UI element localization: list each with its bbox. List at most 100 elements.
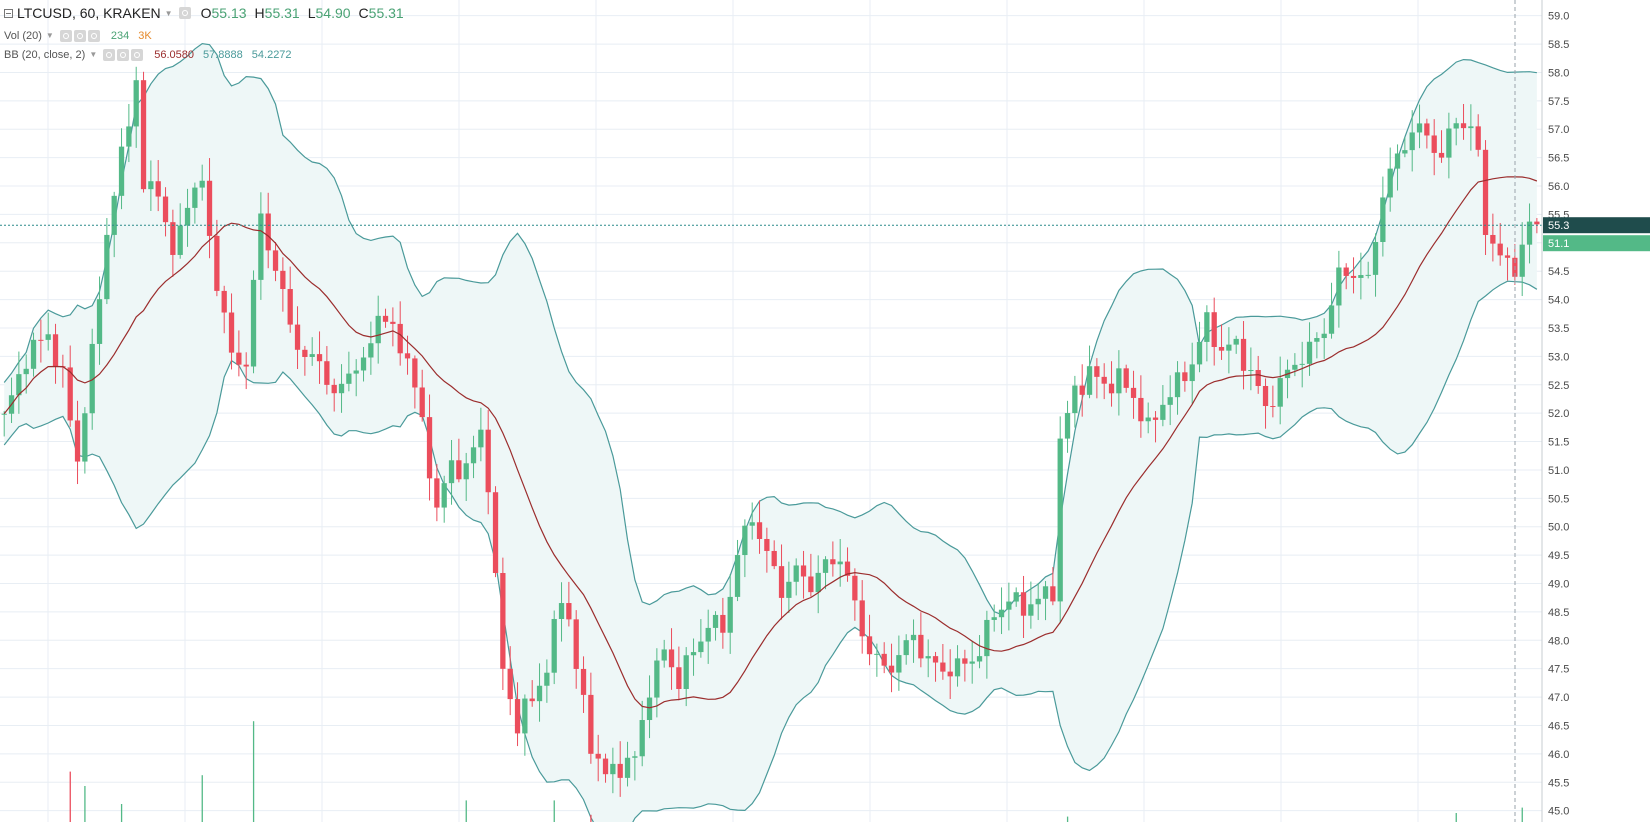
candle bbox=[1174, 372, 1181, 398]
candle bbox=[258, 213, 264, 280]
volume-bar bbox=[553, 800, 555, 822]
candle bbox=[991, 617, 997, 620]
candle bbox=[742, 525, 748, 556]
candle bbox=[1094, 366, 1100, 377]
candle bbox=[1050, 586, 1056, 602]
candle bbox=[536, 685, 543, 702]
candle bbox=[236, 352, 242, 365]
volume-ma-value: 3K bbox=[138, 29, 152, 42]
candle bbox=[1189, 364, 1195, 382]
candle bbox=[1020, 592, 1027, 616]
volume-bar bbox=[465, 800, 467, 822]
candle bbox=[654, 660, 660, 698]
candle bbox=[815, 572, 821, 593]
high-value: 55.31 bbox=[264, 5, 300, 21]
candle bbox=[610, 763, 616, 775]
candle bbox=[170, 222, 176, 255]
candle bbox=[89, 343, 95, 414]
candle bbox=[1211, 312, 1217, 347]
candle bbox=[1446, 128, 1452, 158]
price-tick-label: 59.0 bbox=[1548, 11, 1569, 23]
bollinger-basis-value: 56.0580 bbox=[154, 48, 195, 61]
candle bbox=[492, 492, 499, 574]
candle bbox=[896, 655, 902, 673]
candle bbox=[646, 697, 653, 721]
price-tick-label: 53.5 bbox=[1548, 323, 1569, 335]
price-tick-label: 47.5 bbox=[1548, 664, 1569, 676]
candle bbox=[1, 413, 7, 415]
candle bbox=[177, 225, 183, 255]
candle bbox=[1468, 126, 1474, 129]
candle bbox=[932, 656, 939, 663]
candle bbox=[925, 656, 931, 659]
candle bbox=[1167, 397, 1173, 405]
volume-close-icon[interactable] bbox=[87, 29, 100, 42]
bollinger-close-icon[interactable] bbox=[131, 48, 144, 61]
volume-value: 234 bbox=[110, 29, 130, 42]
candle bbox=[375, 315, 381, 344]
price-tick-label: 54.5 bbox=[1548, 266, 1569, 278]
candle bbox=[1240, 338, 1247, 371]
candle bbox=[404, 353, 411, 359]
candle bbox=[954, 658, 961, 677]
candle bbox=[947, 671, 953, 677]
candle bbox=[1402, 150, 1408, 154]
candle bbox=[1438, 152, 1445, 158]
price-line-badge bbox=[1543, 235, 1650, 252]
candle bbox=[529, 698, 535, 702]
candle bbox=[690, 652, 697, 656]
candle bbox=[1490, 234, 1496, 244]
bollinger-caret-icon[interactable]: ▼ bbox=[89, 50, 98, 59]
symbol-caret-icon[interactable]: ▼ bbox=[164, 8, 173, 18]
candle bbox=[712, 614, 719, 628]
candle bbox=[1424, 123, 1430, 136]
candle bbox=[1196, 341, 1203, 365]
candle bbox=[830, 559, 836, 565]
candle bbox=[1380, 197, 1386, 243]
candle bbox=[844, 561, 851, 576]
bollinger-lower-band bbox=[3, 280, 1538, 827]
price-tick-label: 45.0 bbox=[1548, 806, 1569, 818]
bollinger-eye-icon[interactable] bbox=[103, 48, 116, 61]
eye-icon[interactable] bbox=[178, 7, 191, 19]
candle bbox=[1431, 135, 1437, 153]
volume-caret-icon[interactable]: ▼ bbox=[45, 31, 54, 40]
price-tick-label: 52.5 bbox=[1548, 380, 1569, 392]
candle bbox=[1233, 338, 1239, 345]
candle bbox=[683, 655, 689, 689]
candle bbox=[874, 653, 880, 655]
candle bbox=[397, 323, 403, 354]
candle bbox=[698, 641, 704, 653]
volume-gear-icon[interactable] bbox=[73, 29, 86, 42]
candle bbox=[434, 478, 440, 508]
candle bbox=[1123, 368, 1129, 388]
price-tick-label: 49.0 bbox=[1548, 579, 1569, 591]
volume-bar bbox=[252, 721, 255, 822]
volume-bar bbox=[120, 804, 123, 822]
price-tick-label: 58.5 bbox=[1548, 39, 1569, 51]
volume-bar bbox=[201, 775, 203, 822]
volume-eye-icon[interactable] bbox=[59, 29, 72, 42]
candle bbox=[470, 447, 477, 464]
candle bbox=[771, 550, 777, 567]
collapse-legend-icon[interactable] bbox=[4, 8, 13, 18]
candle bbox=[104, 234, 110, 300]
candle bbox=[419, 387, 425, 418]
candle bbox=[1116, 368, 1122, 394]
volume-label[interactable]: Vol (20) bbox=[4, 29, 42, 42]
candle bbox=[500, 573, 506, 669]
candle bbox=[184, 207, 191, 226]
symbol-title[interactable]: LTCUSD, 60, KRAKEN bbox=[17, 5, 161, 21]
candle bbox=[45, 334, 51, 340]
candle bbox=[412, 358, 418, 388]
candle bbox=[126, 126, 132, 147]
candle bbox=[250, 279, 257, 367]
bollinger-label[interactable]: BB (20, close, 2) bbox=[4, 48, 86, 61]
candle bbox=[214, 235, 220, 291]
bollinger-gear-icon[interactable] bbox=[117, 48, 130, 61]
candle bbox=[786, 581, 792, 598]
candle bbox=[52, 334, 59, 367]
candle bbox=[1145, 417, 1151, 422]
